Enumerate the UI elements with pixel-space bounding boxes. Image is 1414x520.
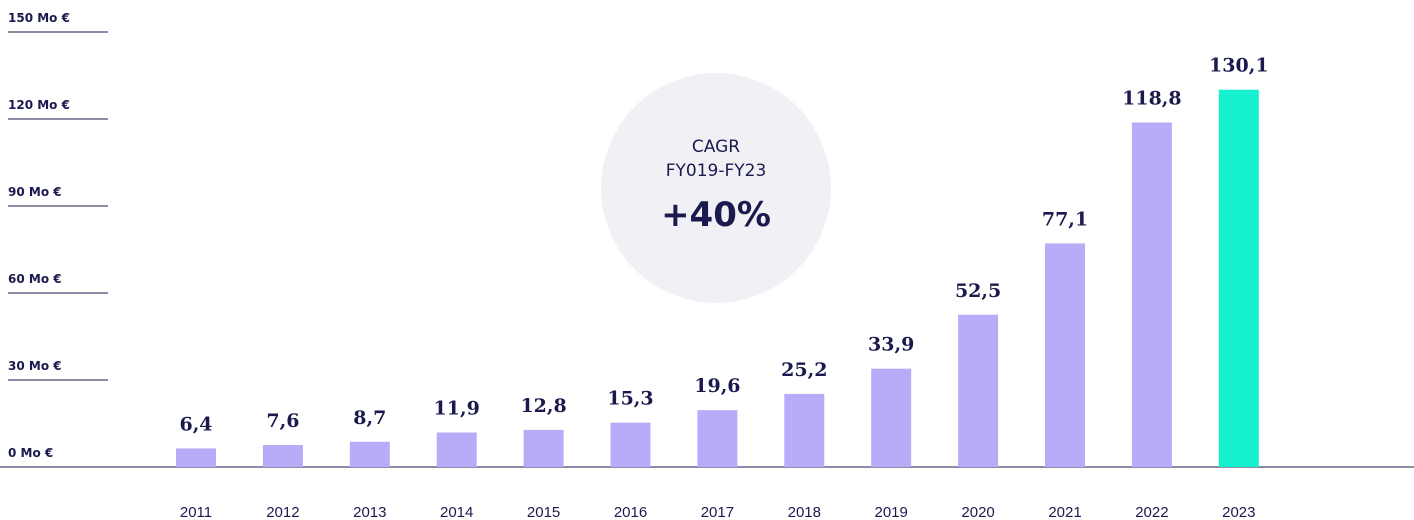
x-tick-label: 2023 xyxy=(1222,504,1255,520)
bar xyxy=(349,441,390,467)
annotation-text: FY019-FY23 xyxy=(666,161,767,181)
annotation-circle xyxy=(601,73,831,303)
value-label: 130,1 xyxy=(1209,55,1269,77)
bar xyxy=(610,422,651,467)
x-tick-label: 2019 xyxy=(875,504,908,520)
value-label: 25,2 xyxy=(781,359,827,381)
x-tick-label: 2015 xyxy=(527,504,560,520)
x-tick-label: 2018 xyxy=(788,504,821,520)
x-tick-label: 2014 xyxy=(440,504,473,520)
bar xyxy=(523,429,564,467)
y-tick-label: 120 Mo € xyxy=(8,98,70,112)
bar xyxy=(871,368,912,467)
x-tick-label: 2011 xyxy=(180,504,212,520)
bar xyxy=(697,410,738,467)
y-tick-label: 150 Mo € xyxy=(8,11,70,25)
x-tick-label: 2012 xyxy=(266,504,299,520)
x-tick-label: 2016 xyxy=(614,504,647,520)
bar xyxy=(958,314,999,467)
bar xyxy=(1218,89,1259,468)
y-tick-label: 60 Mo € xyxy=(8,272,62,286)
value-label: 8,7 xyxy=(353,407,386,429)
x-tick-label: 2017 xyxy=(701,504,734,520)
bar xyxy=(176,448,216,467)
annotation-text: CAGR xyxy=(692,137,740,157)
value-label: 52,5 xyxy=(955,280,1001,302)
value-label: 7,6 xyxy=(266,410,299,432)
x-tick-label: 2013 xyxy=(353,504,386,520)
value-label: 15,3 xyxy=(607,388,653,410)
y-tick-label: 90 Mo € xyxy=(8,185,62,199)
y-tick-label: 0 Mo € xyxy=(8,446,53,460)
x-tick-label: 2020 xyxy=(961,504,994,520)
x-tick-label: 2022 xyxy=(1135,504,1168,520)
value-label: 19,6 xyxy=(694,375,740,397)
value-label: 6,4 xyxy=(179,413,212,435)
value-label: 33,9 xyxy=(868,334,914,356)
bar xyxy=(1045,243,1085,467)
bar xyxy=(1131,122,1172,467)
bar xyxy=(784,393,825,467)
bar xyxy=(436,432,477,467)
value-label: 77,1 xyxy=(1042,208,1088,230)
value-label: 12,8 xyxy=(520,395,566,417)
value-label: 11,9 xyxy=(434,397,480,419)
x-tick-label: 2021 xyxy=(1048,504,1081,520)
y-tick-label: 30 Mo € xyxy=(8,359,62,373)
value-label: 118,8 xyxy=(1122,87,1182,109)
annotation-value: +40% xyxy=(661,195,771,235)
bar xyxy=(262,444,303,467)
